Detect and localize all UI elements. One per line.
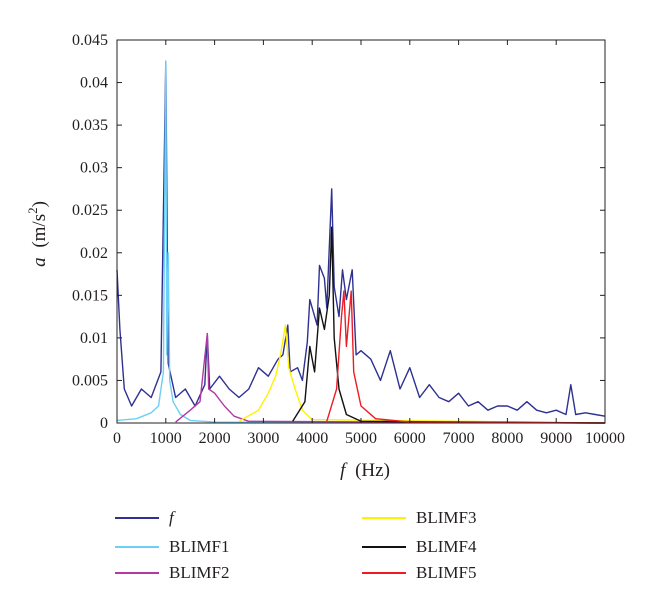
- plot-area-frame: [116, 39, 606, 424]
- y-tick-label: 0.04: [80, 75, 108, 92]
- x-tick-label: 8000: [491, 430, 523, 447]
- x-axis-variable: f: [340, 460, 348, 481]
- series-layer: [116, 60, 606, 424]
- y-tick-label: 0.03: [80, 160, 108, 177]
- y-tick-label: 0.015: [72, 287, 108, 304]
- y-tick-label: 0.005: [72, 372, 108, 389]
- y-tick-label: 0.035: [72, 117, 108, 134]
- series-line-blimf5: [326, 290, 606, 424]
- y-axis-unit: (m/s: [29, 214, 50, 248]
- x-tick-label: 5000: [345, 430, 377, 447]
- x-tick-label: 6000: [394, 430, 426, 447]
- y-axis-unit-exponent: 2: [25, 207, 40, 214]
- series-line-blimf3: [238, 324, 606, 424]
- x-tick-label: 3000: [247, 430, 279, 447]
- x-tick-label: 2000: [199, 430, 231, 447]
- y-axis-variable: a: [29, 257, 50, 267]
- series-line-blimf4: [292, 226, 606, 424]
- x-tick-label: 1000: [150, 430, 182, 447]
- x-tick-label: 7000: [443, 430, 475, 447]
- x-axis-label: f (Hz): [340, 460, 390, 481]
- y-axis-unit-close: ): [29, 201, 50, 207]
- series-line-blimf1: [116, 60, 606, 424]
- x-tick-label: 0: [113, 430, 121, 447]
- y-tick-label: 0: [100, 415, 108, 432]
- y-tick-label: 0.01: [80, 330, 108, 347]
- series-line-blimf2: [175, 332, 606, 424]
- x-tick-label: 10000: [585, 430, 625, 447]
- y-axis-label: a (m/s2): [25, 201, 50, 267]
- series-line-f: [116, 60, 606, 417]
- y-tick-label: 0.045: [72, 32, 108, 49]
- x-axis-unit: (Hz): [355, 460, 390, 481]
- axis-ticks: 0 1000 2000 3000 4000 5000 6000 7000 8000 9000 100…: [72, 32, 625, 447]
- x-tick-label: 9000: [540, 430, 572, 447]
- x-tick-label: 4000: [296, 430, 328, 447]
- y-tick-label: 0.025: [72, 202, 108, 219]
- y-tick-label: 0.02: [80, 245, 108, 262]
